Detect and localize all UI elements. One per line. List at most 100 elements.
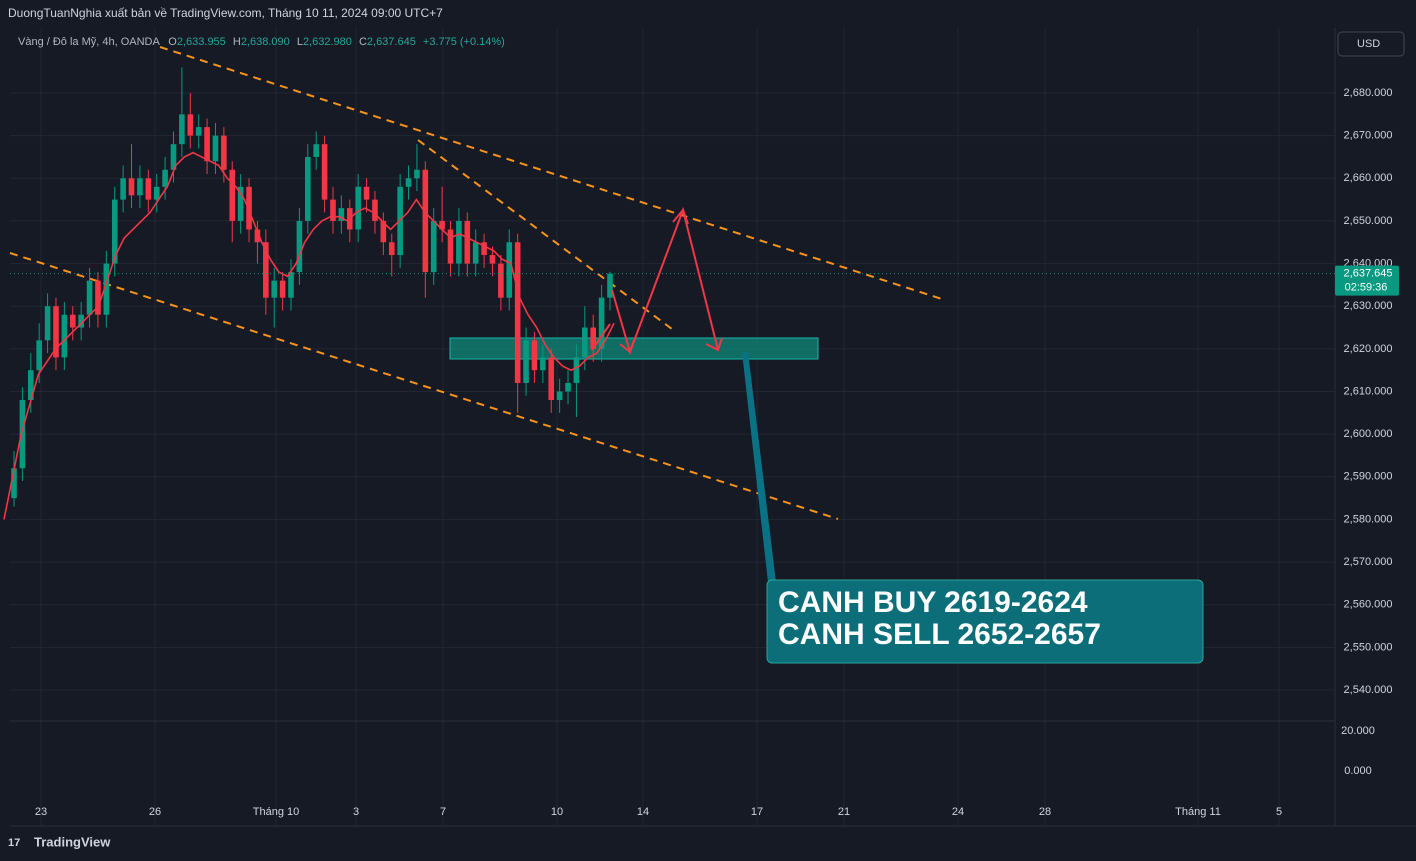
candle-body xyxy=(447,229,454,264)
candle-body xyxy=(128,178,135,196)
candle-body xyxy=(263,242,269,298)
candle-body xyxy=(414,169,420,179)
time-tick-label: Tháng 10 xyxy=(253,806,299,818)
candle-body xyxy=(78,314,84,328)
candle-body xyxy=(212,135,219,162)
candle-body xyxy=(279,280,286,298)
time-tick-label: 5 xyxy=(1276,806,1282,818)
candle-body xyxy=(506,242,513,298)
candle-body xyxy=(321,144,328,200)
candle-body xyxy=(363,186,370,200)
time-tick-label: 17 xyxy=(751,806,763,818)
l-label: L xyxy=(297,36,303,48)
candle-body xyxy=(195,127,202,136)
last-price-label: 2,637.645 xyxy=(1344,268,1393,280)
lower-tick-label: 20.000 xyxy=(1341,725,1375,737)
candle-body xyxy=(489,255,496,264)
callout-box xyxy=(766,579,1204,664)
price-tick-label: 2,570.000 xyxy=(1344,556,1393,568)
candle-body xyxy=(456,220,462,264)
candle-body xyxy=(388,242,395,256)
price-tick-label: 2,610.000 xyxy=(1344,385,1393,397)
time-tick-label: 3 xyxy=(353,806,359,818)
time-tick-label: 24 xyxy=(952,806,964,818)
price-tick-label: 2,560.000 xyxy=(1344,599,1393,611)
candle-body xyxy=(573,357,580,383)
candle-body xyxy=(607,273,613,298)
currency-button[interactable] xyxy=(1337,31,1405,57)
candle-body xyxy=(598,297,605,349)
publisher: DuongTuanNghia xuất bản về TradingView.c… xyxy=(8,6,443,20)
h-value: 2,638.090 xyxy=(241,36,290,48)
arrowhead xyxy=(672,208,689,225)
candle-body xyxy=(53,306,59,358)
candle-body xyxy=(372,199,378,221)
o-value: 2,633.955 xyxy=(177,36,226,48)
arrowhead xyxy=(705,337,723,352)
candle-body xyxy=(422,169,429,273)
currency[interactable]: USD xyxy=(1357,38,1380,50)
candle-body xyxy=(296,220,303,273)
candle-body xyxy=(464,220,471,264)
candle-body xyxy=(229,169,236,221)
candle-body xyxy=(69,314,76,328)
price-tick-label: 2,620.000 xyxy=(1344,343,1393,355)
price-tick-label: 2,590.000 xyxy=(1344,471,1393,483)
candle-body xyxy=(288,272,294,298)
candle-body xyxy=(179,114,185,145)
l-value: 2,632.980 xyxy=(303,36,352,48)
price-tick-label: 2,540.000 xyxy=(1344,684,1393,696)
time-tick-label: Tháng 11 xyxy=(1175,806,1221,818)
change: +3.775 (+0.14%) xyxy=(423,36,505,48)
buy-zone xyxy=(449,337,819,360)
price-tick-label: 2,660.000 xyxy=(1344,172,1393,184)
moving-average xyxy=(3,151,615,520)
candle-body xyxy=(355,186,361,230)
c-label: C xyxy=(359,36,367,48)
last-price-tag xyxy=(1335,265,1399,296)
candle-body xyxy=(590,327,597,349)
candle-body xyxy=(439,220,445,230)
trend-lines xyxy=(9,46,946,520)
candle-body xyxy=(531,340,538,371)
price-tick-label: 2,670.000 xyxy=(1344,130,1393,142)
candle-body xyxy=(514,242,521,383)
candle-body xyxy=(305,156,311,221)
candle-body xyxy=(103,263,110,315)
candle-body xyxy=(330,199,336,221)
time-tick-label: 7 xyxy=(440,806,446,818)
candle-body xyxy=(556,391,563,401)
candle-body xyxy=(27,370,34,401)
brand-logo: 17 xyxy=(8,837,20,849)
candle-body xyxy=(472,242,479,264)
price-tick-label: 2,650.000 xyxy=(1344,215,1393,227)
candle-body xyxy=(170,144,177,170)
candle-body xyxy=(405,178,412,187)
countdown: 02:59:36 xyxy=(1345,282,1388,294)
candle-body xyxy=(153,186,160,200)
legend: Vàng / Đô la Mỹ, 4h, OANDA O2,633.955 H2… xyxy=(18,36,505,48)
candle-body xyxy=(145,178,152,200)
candle-body xyxy=(313,144,319,157)
candle-body xyxy=(380,220,387,243)
candle-body xyxy=(582,327,588,358)
callout-line: CANH BUY 2619-2624 xyxy=(778,586,1088,619)
candle-body xyxy=(120,178,126,200)
candle-body xyxy=(430,220,437,273)
candle-body xyxy=(19,400,26,469)
time-tick-label: 21 xyxy=(838,806,850,818)
projection-arrows xyxy=(591,206,723,356)
candle-body xyxy=(548,357,555,401)
candles xyxy=(3,67,1335,520)
candle-body xyxy=(254,229,261,243)
candle-body xyxy=(271,280,278,298)
symbol: Vàng / Đô la Mỹ, 4h, OANDA xyxy=(18,36,160,48)
candle-body xyxy=(498,263,504,298)
candle-body xyxy=(86,280,93,315)
arrow-stub xyxy=(591,323,611,351)
axes: 2,680.0002,670.0002,660.0002,650.0002,64… xyxy=(35,87,1399,818)
candle-body xyxy=(338,208,345,221)
channel-top xyxy=(159,46,946,301)
